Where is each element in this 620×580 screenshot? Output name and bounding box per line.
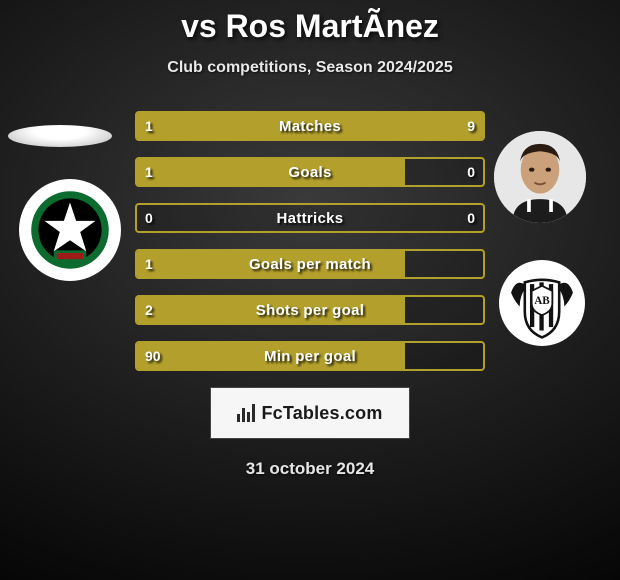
footer-date: 31 october 2024 [0, 459, 620, 479]
stat-row: 19Matches [135, 111, 485, 141]
stat-label: Goals per match [135, 249, 485, 279]
stat-row: 00Hattricks [135, 203, 485, 233]
stat-label: Goals [135, 157, 485, 187]
brand-banner: FcTables.com [210, 387, 410, 439]
player-photo-icon [494, 131, 586, 223]
club-left-badge [19, 179, 121, 281]
stats-comparison: 19Matches 10Goals 00Hattricks 1Goals per ma… [135, 111, 485, 371]
stat-label: Shots per goal [135, 295, 485, 325]
stat-label: Matches [135, 111, 485, 141]
bar-chart-icon [237, 404, 255, 422]
stat-label: Hattricks [135, 203, 485, 233]
page-title: vs Ros MartÃ­nez [0, 0, 620, 45]
page-subtitle: Club competitions, Season 2024/2025 [0, 59, 620, 77]
player-left-avatar [8, 125, 112, 147]
europa-fc-badge-icon [19, 179, 121, 281]
club-right-badge: AB [499, 260, 585, 346]
stat-label: Min per goal [135, 341, 485, 371]
stat-row: 1Goals per match [135, 249, 485, 279]
stat-row: 2Shots per goal [135, 295, 485, 325]
brand-text: FcTables.com [261, 403, 382, 424]
stat-row: 10Goals [135, 157, 485, 187]
player-right-avatar [494, 131, 586, 223]
albacete-badge-icon: AB [499, 260, 585, 346]
svg-text:AB: AB [534, 295, 550, 307]
stat-row: 90Min per goal [135, 341, 485, 371]
